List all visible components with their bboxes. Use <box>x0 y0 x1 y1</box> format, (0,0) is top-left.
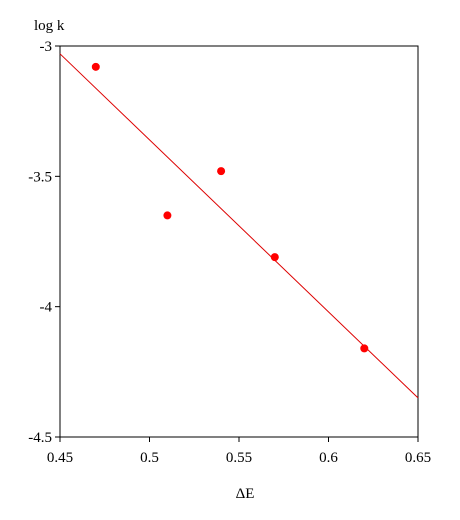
plot-frame <box>59 45 419 438</box>
x-tick-label: 0.45 <box>47 450 73 466</box>
x-tick-label: 0.55 <box>226 450 252 466</box>
y-tick-label: -4.5 <box>28 430 52 446</box>
x-tick-label: 0.5 <box>140 450 159 466</box>
y-tick-label: -3.5 <box>28 169 52 185</box>
x-tick-label: 0.65 <box>405 450 431 466</box>
data-point <box>360 344 369 353</box>
data-point <box>270 253 279 262</box>
data-point <box>163 211 172 220</box>
data-point <box>217 167 226 176</box>
y-tick-label: -4 <box>40 300 53 316</box>
x-tick-label: 0.6 <box>319 450 338 466</box>
x-axis-label: ΔE <box>236 486 255 502</box>
data-point <box>91 62 100 71</box>
y-tick-label: -3 <box>40 39 53 55</box>
fit-line <box>59 53 419 399</box>
y-axis-label: log k <box>34 18 65 34</box>
